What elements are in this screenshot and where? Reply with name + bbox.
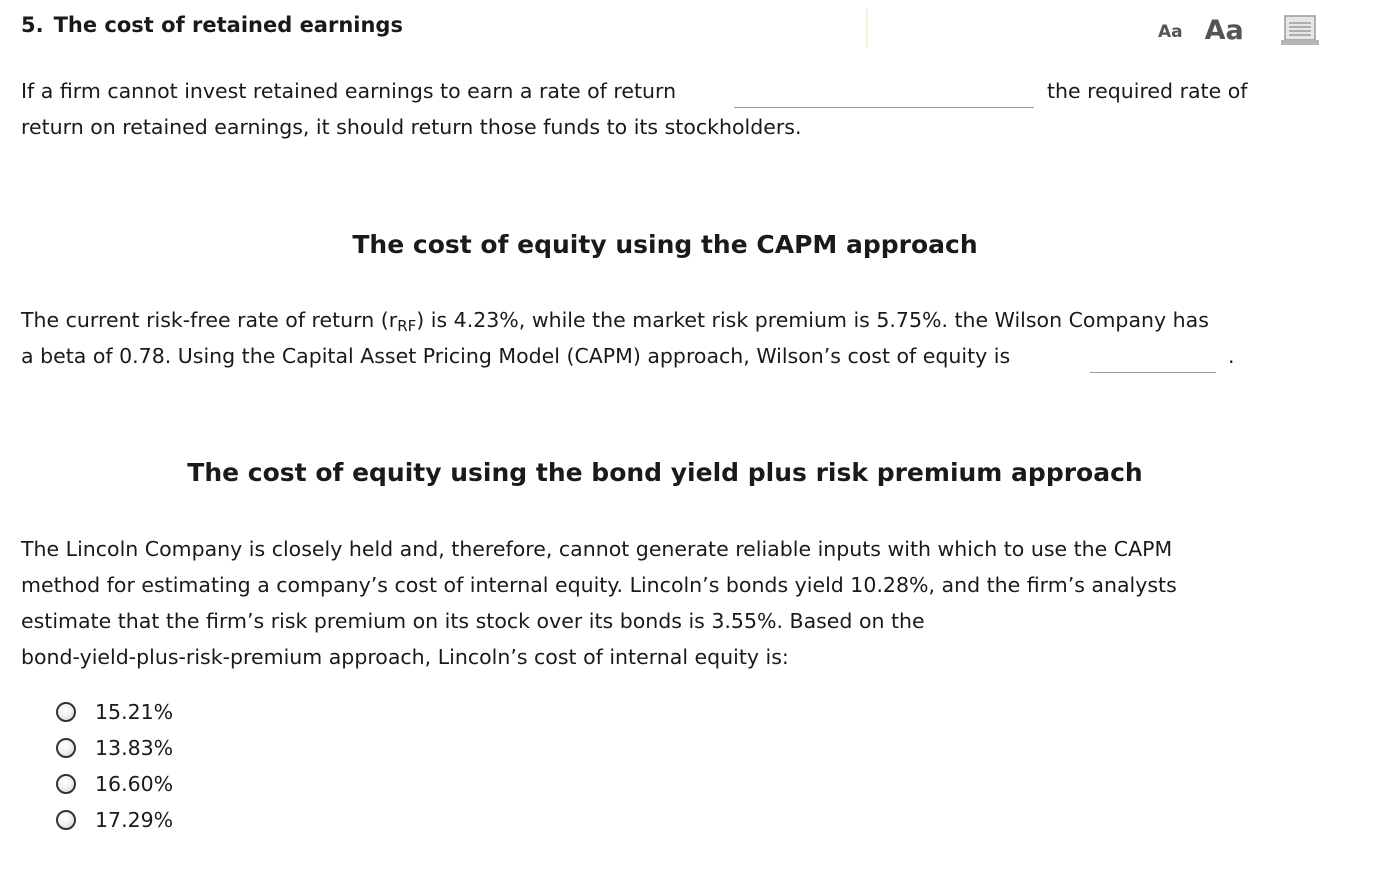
question-title-text: The cost of retained earnings (53, 13, 403, 37)
option-label: 16.60% (95, 772, 174, 796)
capm-line2-period: . (1228, 344, 1235, 368)
option-label: 15.21% (95, 700, 174, 724)
print-icon[interactable] (1280, 14, 1320, 46)
answer-option[interactable]: 15.21% (56, 694, 173, 730)
question-number: 5. (21, 13, 44, 37)
section1-line1-after: the required rate of (1047, 79, 1248, 103)
decrease-font-button[interactable]: Aa (1158, 22, 1183, 42)
return-comparison-dropdown[interactable] (734, 80, 1034, 108)
bond-yield-line: The Lincoln Company is closely held and,… (21, 537, 1173, 561)
answer-option[interactable]: 17.29% (56, 802, 173, 838)
radio-button[interactable] (56, 738, 76, 758)
radio-button[interactable] (56, 810, 76, 830)
bond-yield-line: method for estimating a company’s cost o… (21, 573, 1177, 597)
capm-line2: a beta of 0.78. Using the Capital Asset … (21, 344, 1011, 368)
radio-button[interactable] (56, 702, 76, 722)
toolbar: Aa Aa (1158, 10, 1320, 50)
bond-yield-line: bond-yield-plus-risk-premium approach, L… (21, 645, 789, 669)
divider (866, 9, 868, 47)
section1-line1-before: If a firm cannot invest retained earning… (21, 79, 677, 103)
capm-line1: The current risk-free rate of return (rR… (21, 302, 1209, 344)
section1-line2: return on retained earnings, it should r… (21, 115, 802, 139)
rf-subscript: RF (397, 317, 417, 335)
increase-font-button[interactable]: Aa (1204, 14, 1244, 46)
question-title: 5. The cost of retained earnings (21, 13, 403, 37)
bond-yield-heading: The cost of equity using the bond yield … (187, 458, 1143, 487)
answer-options: 15.21% 13.83% 16.60% 17.29% (56, 694, 173, 838)
capm-line1-b: ) is 4.23%, while the market risk premiu… (416, 308, 1209, 332)
answer-option[interactable]: 13.83% (56, 730, 173, 766)
bond-yield-line: estimate that the firm’s risk premium on… (21, 609, 925, 633)
capm-line1-a: The current risk-free rate of return (r (21, 308, 398, 332)
capm-heading: The cost of equity using the CAPM approa… (352, 230, 978, 259)
radio-button[interactable] (56, 774, 76, 794)
option-label: 17.29% (95, 808, 174, 832)
answer-option[interactable]: 16.60% (56, 766, 173, 802)
cost-of-equity-dropdown[interactable] (1090, 346, 1216, 373)
option-label: 13.83% (95, 736, 174, 760)
